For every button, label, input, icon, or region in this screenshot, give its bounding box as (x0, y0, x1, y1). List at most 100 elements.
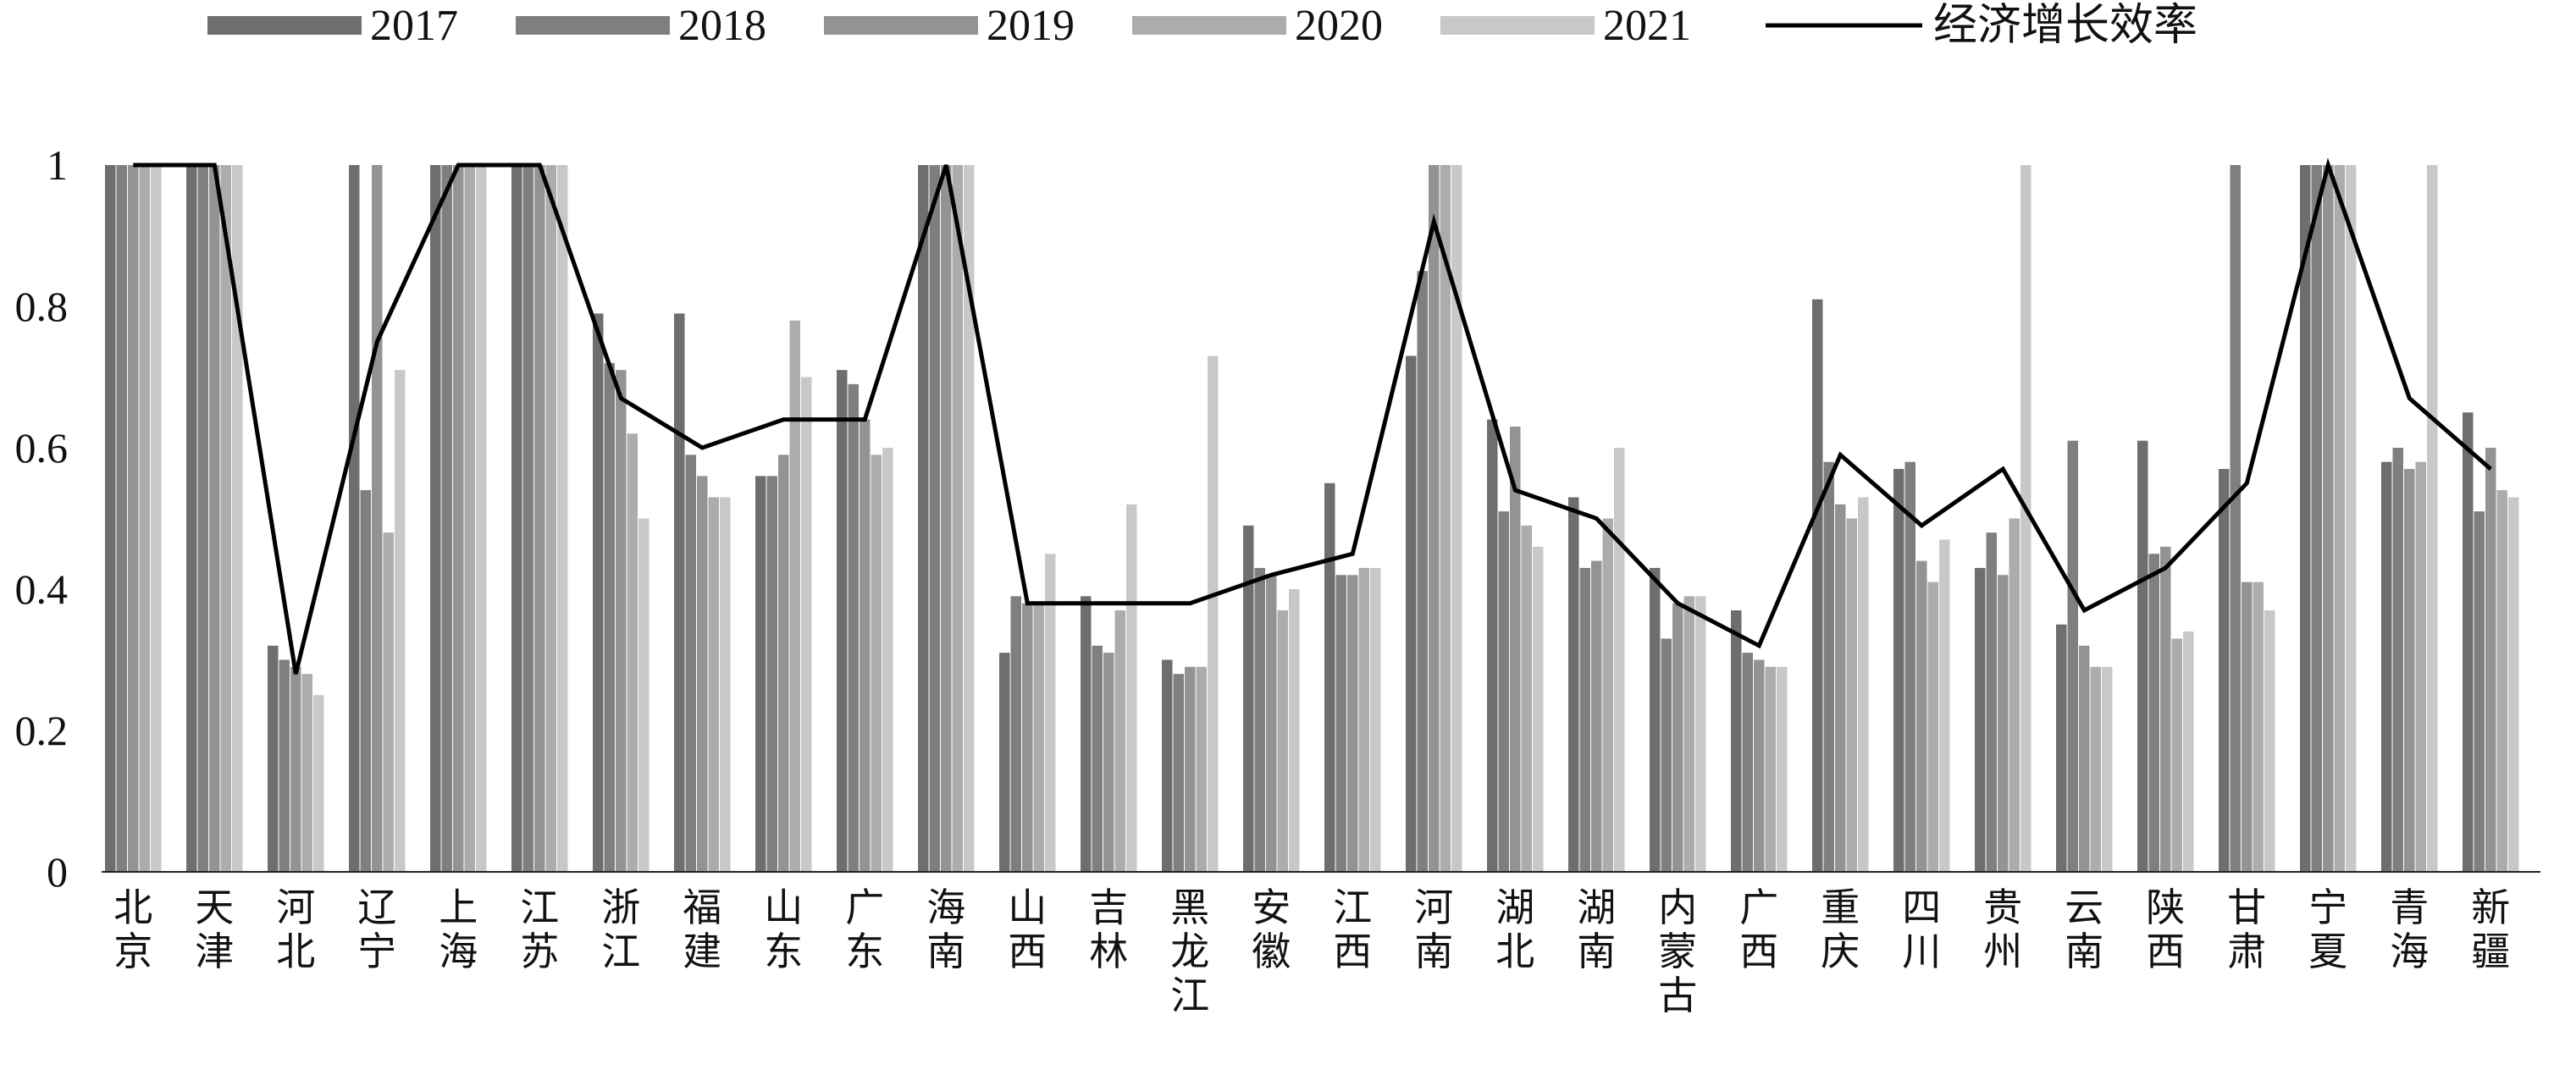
bar-2017-辽宁 (349, 165, 360, 872)
bar-2021-云南 (2102, 666, 2113, 872)
bar-2017-重庆 (1812, 299, 1823, 872)
bar-2020-辽宁 (383, 532, 394, 872)
bar-2021-天津 (232, 165, 243, 872)
legend-swatch-2018 (516, 16, 670, 35)
category-label: 海南 (926, 885, 965, 974)
bar-2018-新疆 (2474, 511, 2485, 872)
bar-2020-湖南 (1602, 518, 1613, 872)
category-label: 宁夏 (2308, 885, 2347, 974)
category-label: 河南 (1414, 885, 1453, 974)
bar-2017-云南 (2056, 624, 2067, 872)
bar-2017-安徽 (1243, 525, 1254, 872)
y-tick-label: 0.4 (15, 565, 69, 613)
bar-2021-安徽 (1289, 589, 1300, 872)
bar-2018-广西 (1742, 653, 1753, 872)
category-label: 内蒙古 (1658, 885, 1697, 1018)
bar-2017-北京 (105, 165, 116, 872)
bar-2019-辽宁 (372, 165, 383, 872)
bar-2018-江西 (1335, 575, 1346, 872)
bar-2018-贵州 (1986, 532, 1997, 872)
bar-2018-青海 (2392, 448, 2403, 872)
category-label: 北京 (113, 885, 152, 974)
bar-2019-新疆 (2485, 448, 2496, 872)
bar-2017-贵州 (1975, 567, 1986, 872)
bar-2020-天津 (220, 165, 231, 872)
bar-2021-吉林 (1126, 504, 1137, 872)
bar-2021-上海 (476, 165, 487, 872)
bar-2017-山东 (755, 476, 766, 872)
bar-2019-云南 (2079, 645, 2090, 872)
bar-2019-广西 (1754, 659, 1765, 872)
bar-2017-甘肃 (2219, 469, 2230, 872)
category-label: 江苏 (520, 885, 559, 974)
bar-2021-河南 (1451, 165, 1462, 872)
bar-2017-河北 (268, 645, 279, 872)
bar-2017-河南 (1406, 356, 1417, 872)
bar-2020-甘肃 (2253, 582, 2264, 872)
bar-2021-新疆 (2508, 497, 2519, 872)
bar-2019-安徽 (1266, 575, 1277, 872)
bar-2019-甘肃 (2242, 582, 2253, 872)
bar-2017-四川 (1893, 469, 1904, 872)
bar-2017-江苏 (511, 165, 522, 872)
y-tick-label: 1 (47, 141, 68, 189)
category-label: 贵州 (1983, 885, 2022, 974)
bar-2020-湖北 (1521, 525, 1532, 872)
category-label: 黑龙江 (1170, 885, 1209, 1018)
category-label: 山东 (764, 885, 803, 974)
category-label: 山西 (1008, 885, 1047, 974)
category-label: 湖北 (1495, 885, 1534, 974)
bar-2018-宁夏 (2311, 165, 2322, 872)
bar-2018-上海 (441, 165, 452, 872)
bar-2021-湖南 (1614, 448, 1625, 872)
bar-2017-江西 (1324, 482, 1335, 872)
bar-2021-浙江 (638, 518, 650, 872)
legend-swatch-2019 (824, 16, 978, 35)
bar-2018-海南 (929, 165, 940, 872)
bar-2020-河南 (1440, 165, 1451, 872)
bar-2021-辽宁 (395, 370, 406, 872)
bar-2019-海南 (941, 165, 952, 872)
category-label: 广东 (845, 885, 884, 974)
bar-2020-内蒙古 (1683, 596, 1694, 872)
bar-2019-山东 (778, 455, 789, 872)
bar-2019-贵州 (1998, 575, 2009, 872)
bar-2021-贵州 (2020, 165, 2032, 872)
bar-2021-湖北 (1533, 546, 1544, 872)
category-label: 辽宁 (357, 885, 396, 974)
bar-2018-吉林 (1092, 645, 1103, 872)
bar-2019-江西 (1347, 575, 1358, 872)
bar-2019-江苏 (534, 165, 545, 872)
bar-2018-湖北 (1498, 511, 1509, 872)
category-label: 甘肃 (2227, 885, 2266, 974)
bar-2021-四川 (1939, 539, 1950, 872)
bar-2020-吉林 (1114, 610, 1125, 872)
bar-2019-河南 (1429, 165, 1440, 872)
bar-2018-安徽 (1254, 567, 1265, 872)
category-label: 湖南 (1577, 885, 1616, 974)
bar-2019-上海 (453, 165, 464, 872)
bar-2017-广东 (837, 370, 848, 872)
category-label: 福建 (683, 885, 721, 974)
bar-2018-河北 (279, 659, 290, 872)
bar-2019-浙江 (616, 370, 627, 872)
bar-2021-北京 (151, 165, 162, 872)
legend-label-2017: 2017 (370, 2, 458, 50)
bar-2019-山西 (1022, 603, 1033, 872)
bar-2018-黑龙江 (1173, 674, 1184, 872)
bar-2018-陕西 (2148, 554, 2159, 872)
bar-2020-广西 (1765, 666, 1776, 872)
bar-2017-广西 (1731, 610, 1742, 872)
bar-2021-山西 (1045, 554, 1056, 872)
bar-2020-陕西 (2171, 638, 2182, 872)
legend-swatch-2017 (207, 16, 362, 35)
bar-2020-福建 (708, 497, 719, 872)
bar-2020-四川 (1927, 582, 1938, 872)
category-label: 新疆 (2471, 885, 2510, 974)
bar-2020-云南 (2090, 666, 2101, 872)
bar-2021-陕西 (2183, 631, 2194, 872)
legend-label-2018: 2018 (678, 2, 766, 50)
category-label: 重庆 (1821, 885, 1860, 974)
bar-2017-湖北 (1487, 419, 1498, 873)
bar-2021-广东 (882, 448, 893, 872)
